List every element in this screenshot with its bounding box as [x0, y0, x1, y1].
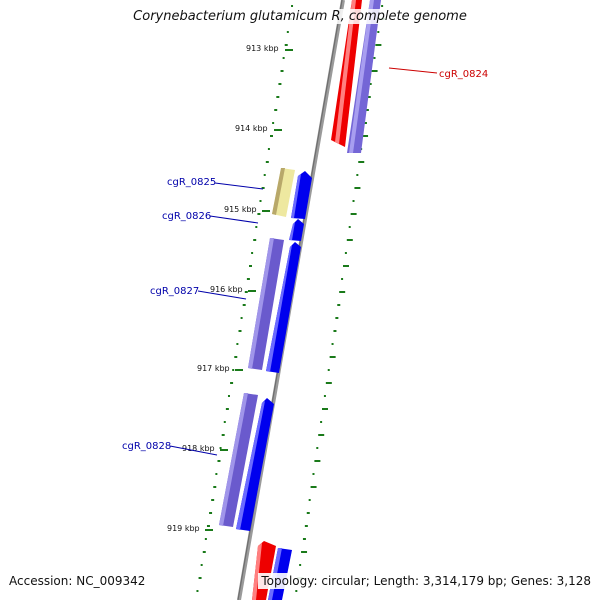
- gene-arrow-cgR_0828-forward[interactable]: [236, 398, 274, 531]
- leader-line-cgR_0828: [169, 445, 218, 456]
- topology-summary: Topology: circular; Length: 3,314,179 bp…: [258, 573, 594, 589]
- leader-line-cgR_0827: [197, 290, 247, 300]
- gene-arrow-cgR_0824[interactable]: [331, 0, 362, 147]
- ruler-label: 913 kbp: [246, 44, 279, 53]
- ruler-label: 918 kbp: [182, 444, 215, 453]
- ruler-label: 914 kbp: [235, 124, 268, 133]
- ruler-label: 917 kbp: [197, 364, 230, 373]
- gc-content-track: [196, 5, 386, 592]
- map-title: Corynebacterium glutamicum R, complete g…: [0, 9, 600, 24]
- gene-arrow-cgR_0828[interactable]: [219, 393, 258, 527]
- gene-label-cgR_0824[interactable]: cgR_0824: [439, 69, 488, 80]
- gene-arrow-cgR_0825[interactable]: [272, 168, 295, 217]
- gene-arrow-cgR_0826[interactable]: [289, 219, 304, 241]
- leader-line-cgR_0825: [214, 182, 264, 190]
- gene-label-cgR_0827[interactable]: cgR_0827: [150, 286, 199, 297]
- ruler-label: 916 kbp: [210, 285, 243, 294]
- gene-label-cgR_0828[interactable]: cgR_0828: [122, 441, 171, 452]
- gene-arrow-cgR_0825-forward[interactable]: [291, 171, 312, 219]
- gene-label-cgR_0825[interactable]: cgR_0825: [167, 177, 216, 188]
- leader-line-cgR_0824: [388, 67, 438, 74]
- leader-line-cgR_0826: [209, 215, 259, 224]
- gene-label-cgR_0826[interactable]: cgR_0826: [162, 211, 211, 222]
- gene-arrow-reverse-adjacent[interactable]: [347, 0, 381, 153]
- gene-arrow-bottom-reverse[interactable]: [252, 541, 276, 600]
- accession-label: Accession: NC_009342: [6, 573, 149, 589]
- gene-arrow-cgR_0827[interactable]: [248, 238, 284, 370]
- gene-arrow-cgR_0827-forward[interactable]: [266, 242, 301, 373]
- ruler-label: 915 kbp: [224, 205, 257, 214]
- map-title-text: Corynebacterium glutamicum R, complete g…: [131, 9, 469, 24]
- position-ruler: 913 kbp 914 kbp 915 kbp 916 kbp 917 kbp …: [167, 44, 293, 533]
- ruler-label: 919 kbp: [167, 524, 200, 533]
